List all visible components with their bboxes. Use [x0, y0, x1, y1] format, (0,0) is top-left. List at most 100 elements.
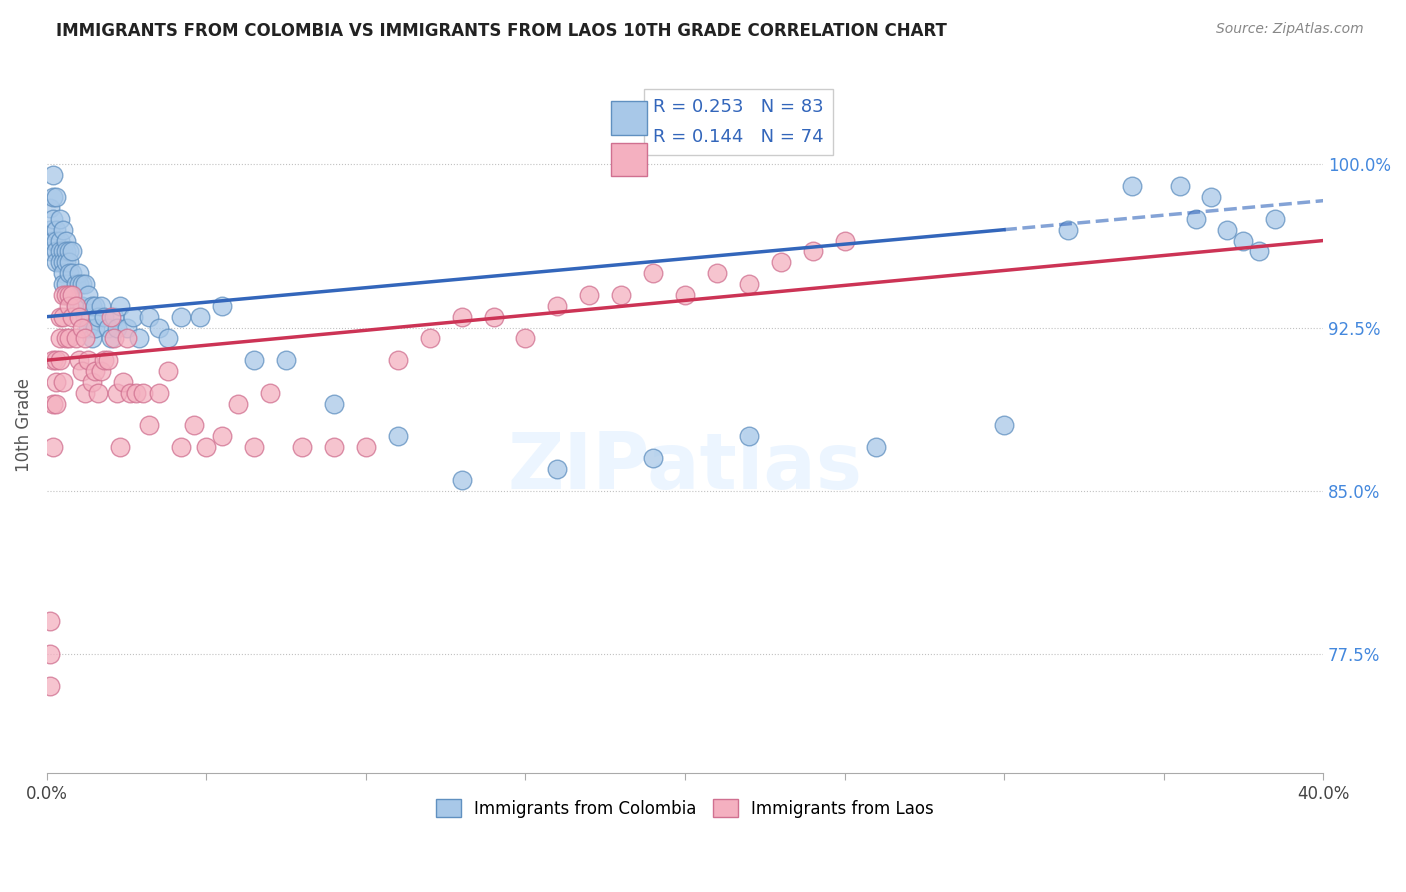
Point: [62, 288, 84, 302]
Point: [546, 462, 568, 476]
Point: [276, 353, 298, 368]
Point: [58, 244, 80, 259]
Point: [87, 310, 110, 324]
Point: [993, 418, 1015, 433]
Point: [170, 440, 193, 454]
Point: [48, 234, 70, 248]
Point: [738, 277, 761, 291]
Point: [75, 385, 97, 400]
Point: [419, 331, 441, 345]
Point: [834, 234, 856, 248]
Point: [52, 310, 75, 324]
Point: [58, 288, 80, 302]
Point: [62, 244, 84, 259]
Point: [112, 375, 135, 389]
Point: [77, 288, 100, 302]
Point: [62, 310, 84, 324]
Point: [801, 244, 824, 259]
Point: [148, 320, 170, 334]
Point: [58, 266, 80, 280]
Point: [65, 277, 87, 291]
Point: [65, 299, 87, 313]
Point: [58, 299, 80, 313]
Point: [55, 255, 77, 269]
Point: [80, 331, 103, 345]
Point: [211, 299, 233, 313]
Point: [93, 310, 115, 324]
Point: [1201, 190, 1223, 204]
Point: [1249, 244, 1271, 259]
Point: [67, 310, 90, 324]
Point: [157, 364, 180, 378]
Point: [55, 244, 77, 259]
Point: [42, 190, 65, 204]
Point: [48, 255, 70, 269]
Point: [45, 255, 67, 269]
Point: [70, 299, 93, 313]
Point: [48, 244, 70, 259]
Point: [77, 320, 100, 334]
Point: [93, 353, 115, 368]
Point: [643, 266, 665, 280]
Point: [55, 331, 77, 345]
Point: [45, 244, 67, 259]
Point: [115, 331, 138, 345]
Point: [323, 397, 346, 411]
Point: [515, 331, 537, 345]
Point: [39, 201, 62, 215]
Point: [70, 320, 93, 334]
Point: [55, 277, 77, 291]
Point: [769, 255, 792, 269]
Point: [482, 310, 505, 324]
Point: [52, 277, 75, 291]
Point: [52, 222, 75, 236]
Point: [578, 288, 600, 302]
Point: [42, 440, 65, 454]
Point: [118, 385, 141, 400]
Point: [58, 255, 80, 269]
Point: [228, 397, 250, 411]
Point: [291, 440, 314, 454]
Point: [75, 331, 97, 345]
Point: [1121, 179, 1143, 194]
Point: [122, 310, 145, 324]
Point: [52, 288, 75, 302]
Point: [90, 299, 112, 313]
Point: [105, 385, 128, 400]
Point: [105, 320, 128, 334]
Point: [1168, 179, 1191, 194]
Point: [42, 211, 65, 226]
Point: [45, 353, 67, 368]
Point: [48, 331, 70, 345]
Point: [115, 320, 138, 334]
Point: [65, 331, 87, 345]
Point: [42, 169, 65, 183]
Point: [170, 310, 193, 324]
FancyBboxPatch shape: [612, 143, 647, 177]
Point: [183, 418, 205, 433]
Point: [1264, 211, 1286, 226]
Point: [195, 440, 218, 454]
Point: [45, 397, 67, 411]
Point: [354, 440, 377, 454]
Point: [1216, 222, 1239, 236]
Point: [52, 244, 75, 259]
Point: [128, 331, 150, 345]
Point: [70, 364, 93, 378]
Point: [70, 277, 93, 291]
Point: [643, 451, 665, 466]
Point: [96, 320, 118, 334]
Point: [259, 385, 281, 400]
Point: [52, 375, 75, 389]
Point: [62, 266, 84, 280]
Point: [52, 255, 75, 269]
Text: IMMIGRANTS FROM COLOMBIA VS IMMIGRANTS FROM LAOS 10TH GRADE CORRELATION CHART: IMMIGRANTS FROM COLOMBIA VS IMMIGRANTS F…: [56, 22, 948, 40]
Point: [125, 385, 148, 400]
Point: [58, 288, 80, 302]
Point: [1232, 234, 1254, 248]
Text: R = 0.253   N = 83
R = 0.144   N = 74: R = 0.253 N = 83 R = 0.144 N = 74: [654, 98, 824, 145]
Point: [75, 310, 97, 324]
Point: [243, 353, 266, 368]
Point: [243, 440, 266, 454]
Point: [148, 385, 170, 400]
